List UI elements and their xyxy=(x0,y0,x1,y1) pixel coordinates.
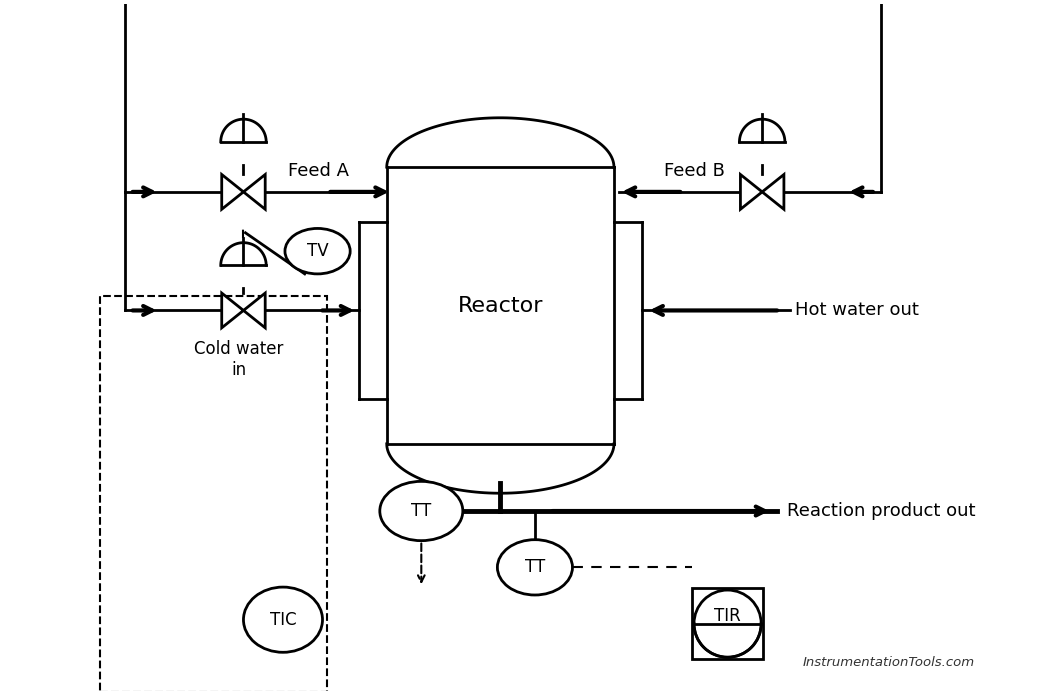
Ellipse shape xyxy=(497,540,572,595)
Text: InstrumentationTools.com: InstrumentationTools.com xyxy=(802,656,974,669)
Bar xyxy=(101,295,327,692)
Text: Reactor: Reactor xyxy=(458,295,543,316)
Text: Cold water
in: Cold water in xyxy=(194,340,284,379)
Text: TIR: TIR xyxy=(714,607,741,625)
Text: Reaction product out: Reaction product out xyxy=(787,502,975,520)
Polygon shape xyxy=(222,174,243,209)
Text: TT: TT xyxy=(525,558,545,576)
Text: TIC: TIC xyxy=(270,611,296,629)
Text: Hot water out: Hot water out xyxy=(795,302,918,320)
Text: Feed B: Feed B xyxy=(663,162,725,180)
Text: TV: TV xyxy=(307,242,328,260)
Polygon shape xyxy=(741,174,762,209)
Circle shape xyxy=(694,590,761,657)
Ellipse shape xyxy=(285,229,350,274)
Bar xyxy=(692,588,763,660)
Polygon shape xyxy=(222,293,243,328)
Ellipse shape xyxy=(380,482,462,541)
Text: TT: TT xyxy=(412,502,432,520)
Polygon shape xyxy=(243,174,266,209)
Polygon shape xyxy=(243,293,266,328)
Text: Feed A: Feed A xyxy=(288,162,349,180)
Ellipse shape xyxy=(243,587,323,653)
Polygon shape xyxy=(762,174,784,209)
